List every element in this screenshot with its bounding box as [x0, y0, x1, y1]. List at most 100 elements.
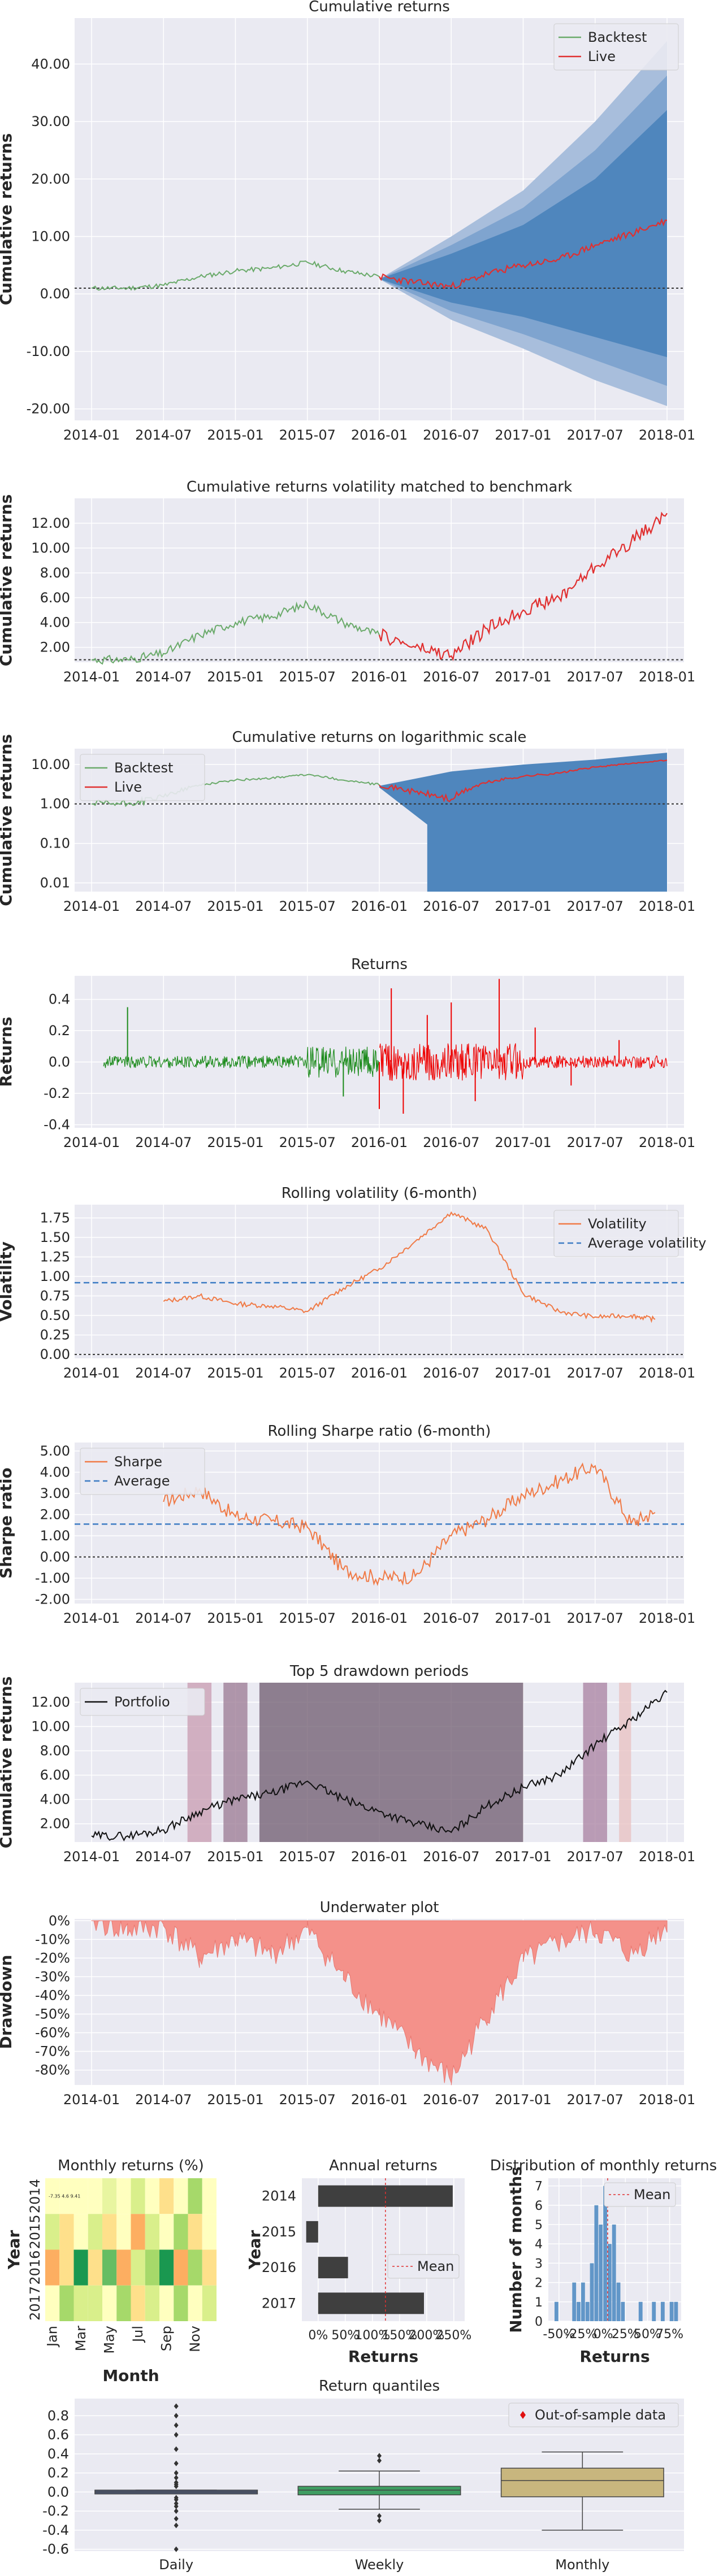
heatmap-cell: [188, 2178, 202, 2214]
y-axis-label: Cumulative returns: [0, 133, 15, 306]
x-tick-label: 2016-07: [423, 669, 479, 685]
drawdown-period-band: [259, 1683, 523, 1842]
y-tick-label: -0.4: [42, 2522, 69, 2538]
histogram-bar: [581, 2282, 585, 2321]
y-tick-label: 2017: [27, 2286, 43, 2321]
legend: Backtest Live: [553, 23, 679, 71]
x-tick-label: 2017-07: [567, 898, 624, 914]
y-tick-label: 0.01: [40, 875, 70, 890]
outlier-marker: [174, 2483, 179, 2490]
y-tick-label: 0.00: [40, 286, 70, 302]
y-tick-label: 1.00: [40, 796, 70, 812]
histogram-bar: [621, 2301, 625, 2321]
annual-bar: [318, 2257, 348, 2279]
heatmap-cell: [131, 2285, 145, 2321]
y-tick-label: 2014: [27, 2179, 43, 2213]
x-tick-label: 2014-01: [63, 669, 120, 685]
heatmap-cell: [131, 2249, 145, 2286]
live-line: [379, 759, 668, 803]
y-axis-label: Returns: [0, 1017, 15, 1087]
y-tick-label: 3: [535, 2257, 543, 2271]
heatmap-cell: [73, 2178, 88, 2214]
heatmap-cell: [145, 2285, 159, 2321]
x-tick-label: Jan: [45, 2326, 60, 2348]
y-axis-label: Year: [5, 2230, 23, 2270]
y-tick-label: 1.25: [40, 1249, 70, 1265]
histogram-bar: [594, 2205, 599, 2321]
chart-title: Distribution of monthly returns: [490, 2157, 717, 2174]
x-tick-label: 2017-07: [567, 2092, 624, 2108]
heatmap-cell: [202, 2285, 217, 2321]
y-tick-label: -20%: [35, 1950, 70, 1966]
y-tick-label: -0.2: [44, 1085, 70, 1101]
outlier-marker: [377, 2453, 382, 2459]
heatmap-cell: [88, 2214, 102, 2250]
x-tick-label: 200%: [409, 2329, 444, 2343]
heatmap-cell: [116, 2249, 131, 2286]
y-tick-label: 2.00: [40, 1507, 70, 1523]
panel-monthly-distribution: 0 1 2 3 4 5 6 7 -50%-25%0%25%50%75% Mean Distribut…: [490, 2157, 717, 2366]
x-tick-label: 2017-07: [567, 427, 624, 443]
y-tick-label: 10.00: [31, 1718, 70, 1734]
x-tick-label: 2018-01: [639, 2092, 695, 2108]
heatmap-cell: [145, 2214, 159, 2250]
y-tick-label: 1.00: [40, 1528, 70, 1544]
y-tick-label: -80%: [35, 2062, 70, 2078]
x-tick-label: 2017-07: [567, 1135, 624, 1150]
histogram-bar: [572, 2282, 577, 2321]
y-tick-label: 0.4: [47, 2446, 69, 2462]
x-tick-label: 2018-01: [639, 1365, 695, 1381]
y-tick-label: 4.00: [40, 1465, 70, 1480]
y-tick-label: 2: [535, 2277, 543, 2291]
heatmap-cell: [188, 2214, 202, 2250]
legend-label: Mean: [634, 2187, 670, 2203]
outlier-marker: [174, 2503, 179, 2509]
y-axis-label: Cumulative returns: [0, 494, 15, 667]
heatmap-cell: [188, 2285, 202, 2321]
x-tick-label: 2017-07: [567, 1365, 624, 1381]
y-tick-label: 1: [535, 2296, 543, 2310]
x-tick-label: 2016-01: [351, 2092, 408, 2108]
x-tick-label: 2015-01: [207, 2092, 263, 2108]
x-tick-label: 2014-01: [63, 1135, 120, 1150]
outlier-marker: [174, 2522, 179, 2529]
histogram-bar: [612, 2225, 616, 2321]
y-tick-label: 20.00: [31, 171, 70, 187]
y-tick-label: 0.2: [47, 2465, 69, 2481]
chart-title: Underwater plot: [320, 1899, 439, 1916]
heatmap-cell: [73, 2214, 88, 2250]
x-tick-label: 150%: [382, 2329, 417, 2343]
histogram-bar: [603, 2186, 607, 2321]
legend: Portfolio: [80, 1688, 205, 1716]
panel-volmatch: 2014-01 2014-07 2015-01 2015-07 2016-01 2016-…: [0, 479, 695, 685]
panel-return-quantiles: -0.6 -0.4 -0.2 0.0 0.2 0.4 0.6 0.8 Daily Weekly Mo…: [42, 2378, 684, 2573]
y-tick-label: 12.00: [31, 515, 70, 531]
outlier-marker: [377, 2518, 382, 2523]
underwater-area: [92, 1920, 668, 2086]
heatmap-cell: [202, 2214, 217, 2250]
legend-box: [508, 2403, 679, 2427]
x-tick-label: 2016-07: [423, 1849, 479, 1865]
y-axis-label: Sharpe ratio: [0, 1467, 15, 1579]
legend-box: [553, 23, 679, 71]
heatmap-cell: [45, 2249, 60, 2286]
y-tick-label: 0.2: [49, 1023, 70, 1039]
y-tick-label: 2016: [27, 2251, 43, 2285]
legend: Backtest Live: [80, 754, 205, 801]
x-tick-label: 2015-07: [279, 1135, 336, 1150]
x-tick-label: 50%: [634, 2327, 661, 2342]
heatmap-cell: [202, 2249, 217, 2286]
y-tick-label: 2016: [262, 2260, 296, 2275]
legend-box: [80, 1688, 205, 1716]
x-axis-label: Returns: [579, 2347, 650, 2366]
heatmap-cell: [88, 2178, 102, 2214]
x-tick-label: 2015-01: [207, 669, 263, 685]
volatility-line: [163, 1211, 656, 1323]
histogram-bar: [652, 2301, 656, 2321]
y-tick-label: 2.00: [40, 640, 70, 655]
legend-box: [387, 2254, 460, 2279]
y-tick-label: 4: [535, 2238, 543, 2252]
y-tick-label: -0.4: [44, 1117, 70, 1132]
